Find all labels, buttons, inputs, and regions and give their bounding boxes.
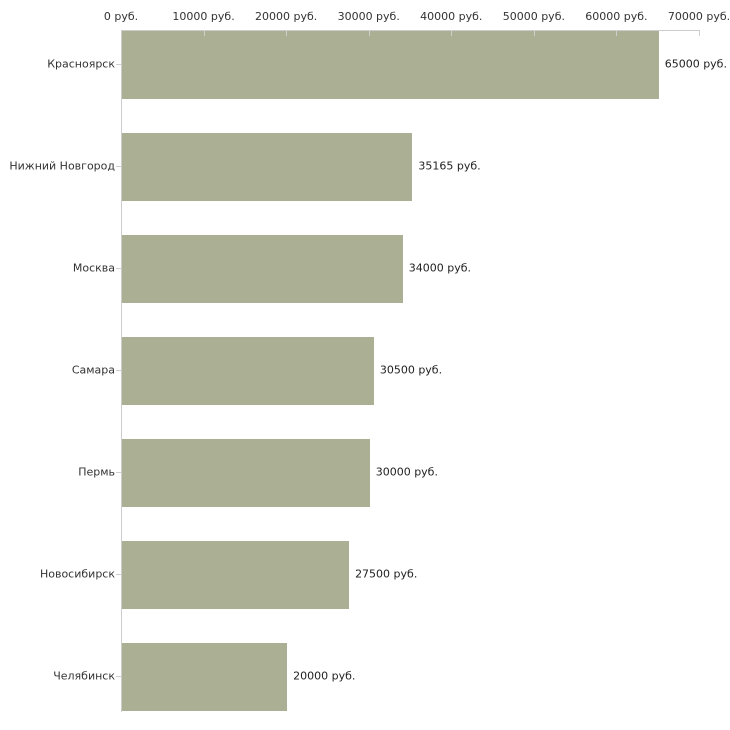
x-tick-mark [699, 30, 700, 36]
category-tick-mark [116, 370, 121, 371]
bar [122, 31, 659, 99]
x-axis: 0 руб. 10000 руб. 20000 руб. 30000 руб. 4000… [0, 0, 730, 30]
x-tick-mark [121, 30, 122, 36]
category-tick-mark [116, 472, 121, 473]
category-tick-mark [116, 64, 121, 65]
category-label: Нижний Новгород [9, 159, 115, 173]
x-tick-label: 50000 руб. [502, 10, 565, 23]
value-label: 35165 руб. [418, 159, 481, 173]
x-tick-label: 0 руб. [103, 10, 139, 23]
x-tick-label: 20000 руб. [255, 10, 318, 23]
bar [122, 337, 374, 405]
x-tick-mark [616, 30, 618, 36]
x-tick-mark [533, 30, 535, 36]
bar [122, 439, 370, 507]
bar [122, 643, 288, 711]
bar [122, 235, 403, 303]
value-label: 20000 руб. [293, 669, 356, 683]
bar [122, 541, 350, 609]
category-tick-mark [116, 268, 121, 269]
category-tick-mark [116, 676, 121, 677]
x-tick-label: 10000 руб. [172, 10, 235, 23]
x-tick-mark [451, 30, 453, 36]
x-axis-line [121, 30, 699, 31]
category-tick-mark [116, 574, 121, 575]
y-axis-line [121, 30, 122, 712]
category-label: Москва [72, 261, 115, 275]
category-label: Новосибирск [39, 567, 115, 581]
x-tick-mark [286, 30, 288, 36]
x-tick-label: 60000 руб. [585, 10, 648, 23]
value-label: 30000 руб. [375, 465, 438, 479]
x-tick-mark [368, 30, 370, 36]
value-label: 65000 руб. [664, 57, 727, 71]
bar [122, 133, 413, 201]
category-tick-mark [116, 166, 121, 167]
x-tick-label: 40000 руб. [420, 10, 483, 23]
category-label: Челябинск [53, 669, 115, 683]
x-tick-mark [203, 30, 205, 36]
x-tick-label: 30000 руб. [337, 10, 400, 23]
category-label: Пермь [78, 465, 115, 479]
category-label: Самара [71, 363, 115, 377]
x-tick-label: 70000 руб. [667, 10, 730, 23]
value-label: 34000 руб. [408, 261, 471, 275]
value-label: 30500 руб. [379, 363, 443, 377]
value-label: 27500 руб. [355, 567, 418, 581]
category-label: Красноярск [47, 57, 115, 71]
